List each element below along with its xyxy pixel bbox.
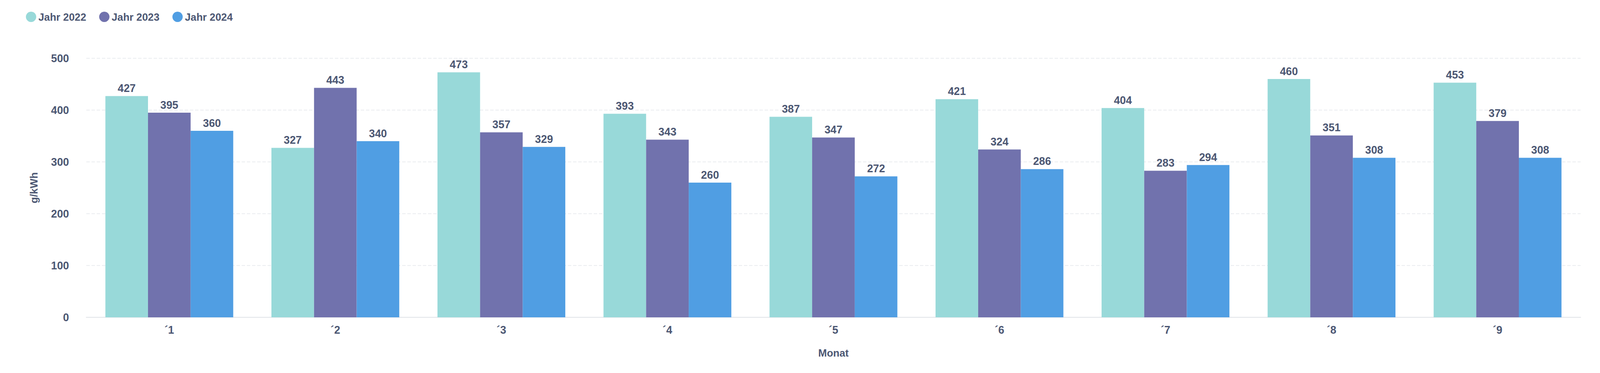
svg-text:´2: ´2	[330, 323, 341, 336]
svg-text:´6: ´6	[994, 323, 1005, 336]
svg-text:100: 100	[50, 259, 70, 272]
svg-text:300: 300	[50, 155, 70, 168]
svg-text:460: 460	[1279, 65, 1298, 78]
svg-text:Monat: Monat	[818, 346, 849, 359]
svg-text:308: 308	[1365, 143, 1384, 156]
svg-text:286: 286	[1033, 154, 1052, 167]
svg-text:400: 400	[50, 103, 70, 117]
svg-text:327: 327	[283, 133, 303, 146]
svg-text:294: 294	[1199, 151, 1218, 164]
svg-text:404: 404	[1113, 94, 1132, 107]
svg-text:453: 453	[1445, 68, 1465, 81]
svg-text:Jahr 2024: Jahr 2024	[185, 11, 234, 23]
svg-text:473: 473	[449, 58, 468, 71]
svg-text:g/kWh: g/kWh	[28, 172, 40, 204]
svg-text:343: 343	[658, 125, 677, 138]
svg-text:´5: ´5	[828, 323, 838, 336]
svg-text:347: 347	[824, 123, 843, 136]
svg-text:427: 427	[117, 81, 136, 95]
svg-text:393: 393	[615, 99, 634, 112]
svg-text:443: 443	[326, 73, 345, 86]
svg-text:283: 283	[1156, 156, 1175, 169]
svg-text:500: 500	[50, 52, 70, 65]
svg-text:324: 324	[990, 135, 1009, 148]
svg-text:Jahr 2022: Jahr 2022	[38, 11, 87, 23]
svg-text:357: 357	[492, 118, 511, 131]
svg-text:´4: ´4	[662, 323, 673, 336]
svg-text:´7: ´7	[1160, 323, 1171, 336]
svg-text:395: 395	[160, 98, 179, 111]
svg-text:´8: ´8	[1326, 323, 1337, 336]
svg-text:0: 0	[62, 311, 70, 324]
svg-text:200: 200	[50, 207, 70, 220]
svg-text:´1: ´1	[164, 323, 174, 336]
svg-text:308: 308	[1531, 143, 1550, 156]
svg-text:340: 340	[368, 127, 388, 140]
svg-text:´3: ´3	[496, 323, 507, 336]
svg-text:272: 272	[866, 162, 886, 175]
svg-text:260: 260	[701, 168, 720, 181]
svg-text:379: 379	[1488, 107, 1507, 120]
svg-text:421: 421	[948, 85, 967, 98]
svg-text:´9: ´9	[1492, 323, 1503, 336]
svg-text:Jahr 2023: Jahr 2023	[111, 11, 160, 23]
svg-text:329: 329	[535, 132, 554, 145]
svg-text:351: 351	[1322, 121, 1341, 134]
svg-text:360: 360	[202, 116, 221, 130]
svg-text:387: 387	[781, 102, 800, 115]
